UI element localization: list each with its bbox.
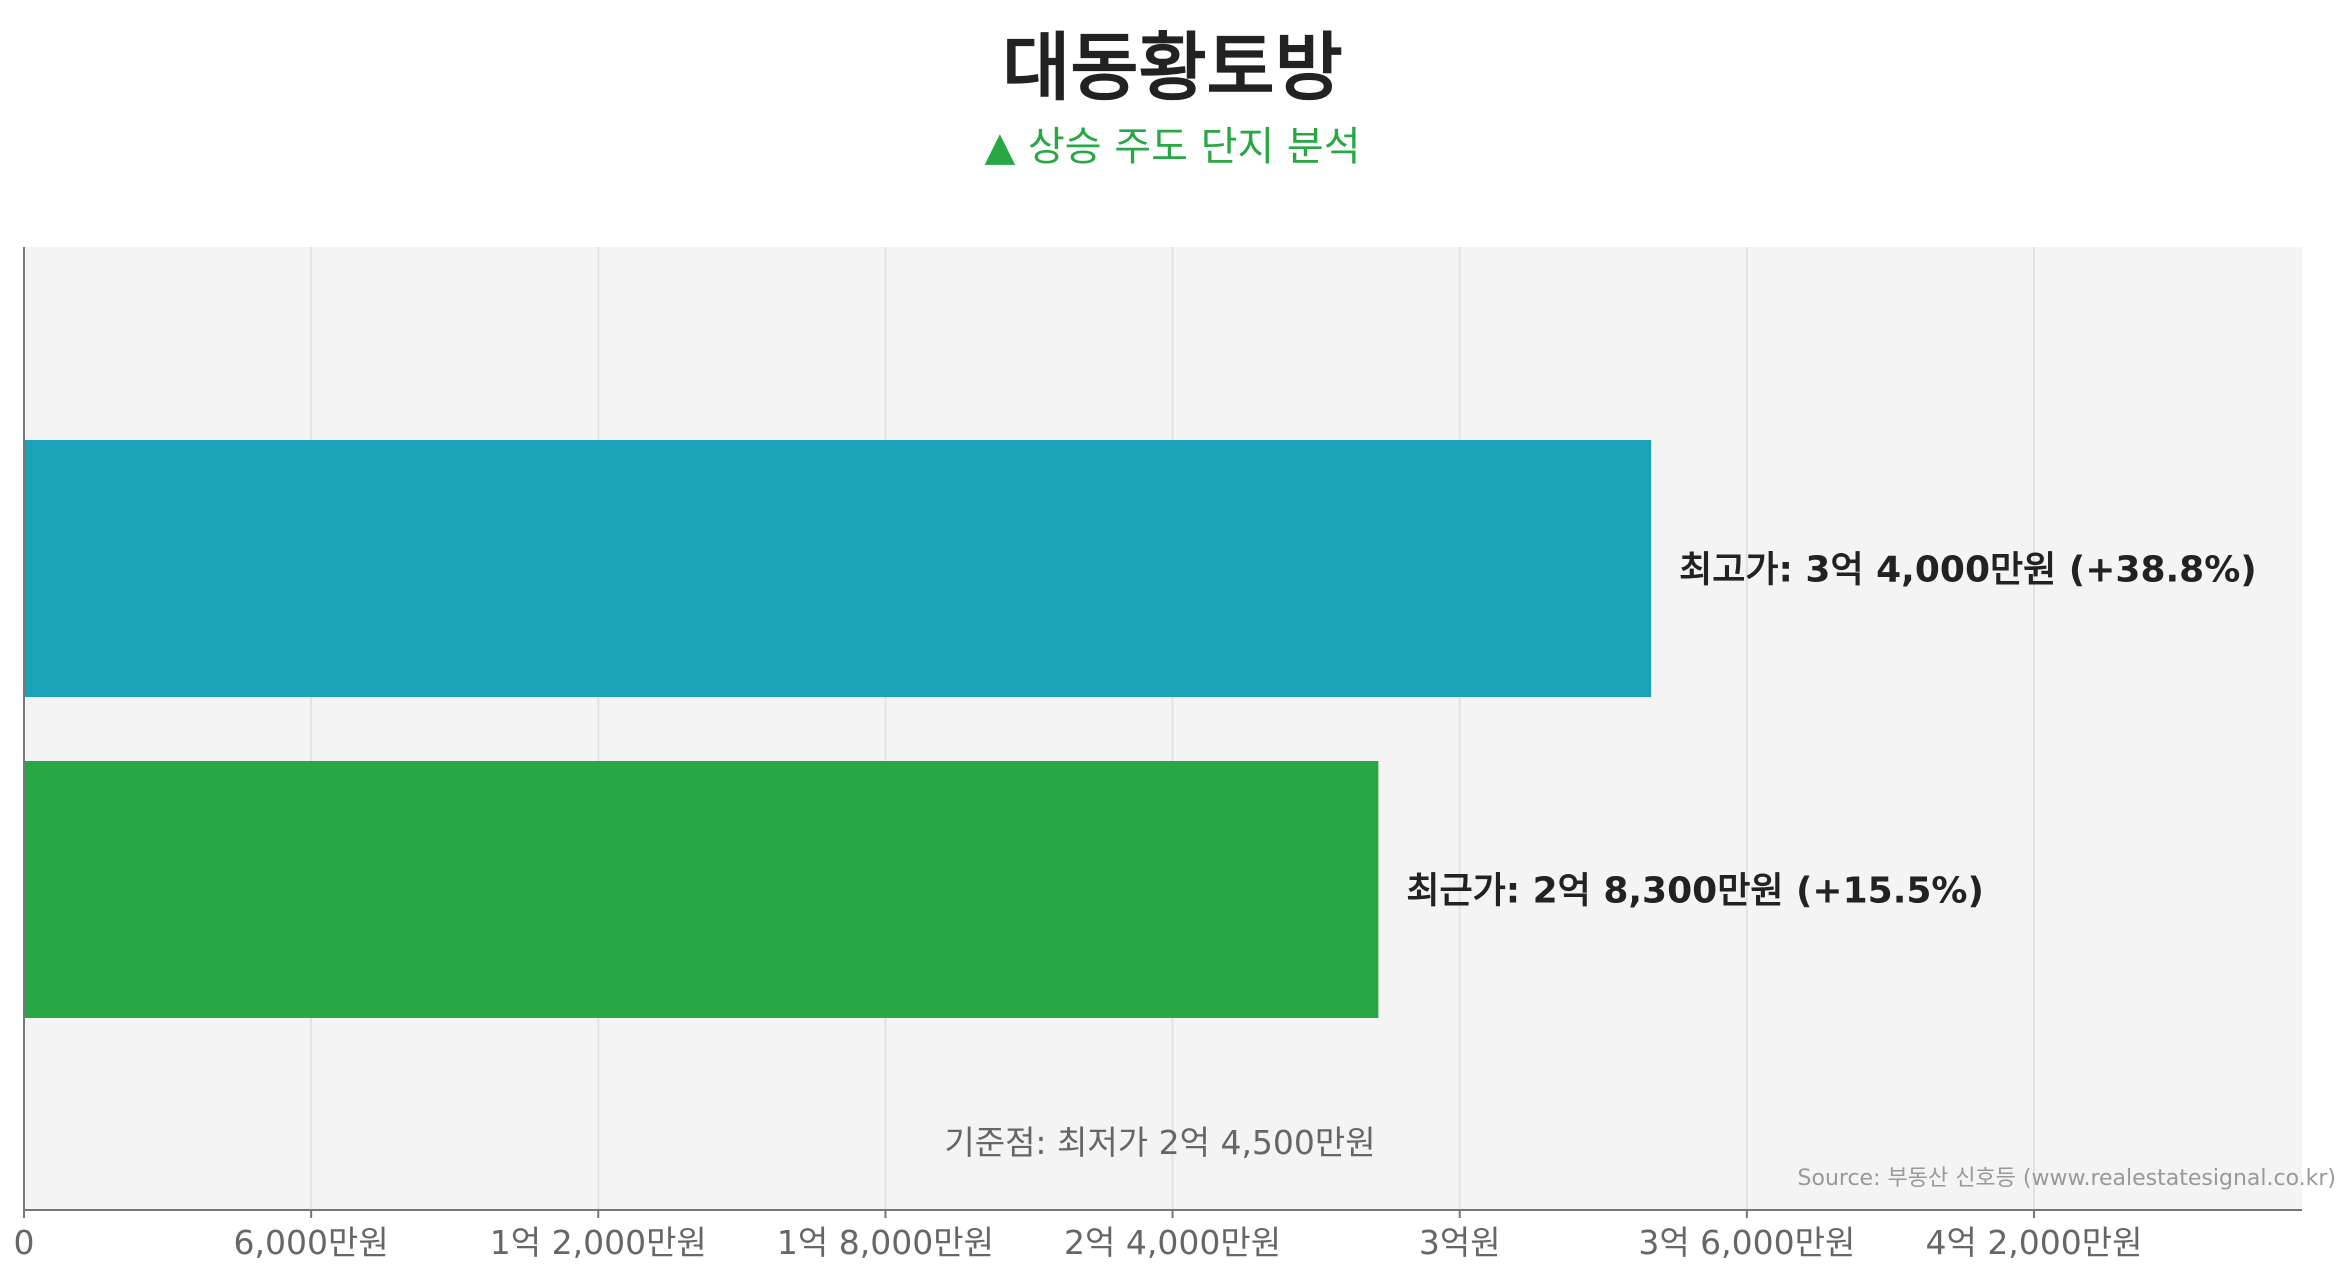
bar-label-recent: 최근가: 2억 8,300만원 (+15.5%) [1406, 871, 1984, 912]
x-tick-label: 4억 2,000만원 [1925, 1223, 2142, 1262]
bar-label-highest: 최고가: 3억 4,000만원 (+38.8%) [1679, 550, 2257, 591]
chart-title: 대동황토방 [1002, 25, 1343, 111]
x-tick-label: 0 [14, 1223, 35, 1262]
bar-labels: 최고가: 3억 4,000만원 (+38.8%) 최근가: 2억 8,300만원 … [1406, 550, 2256, 912]
baseline-note: 기준점: 최저가 2억 4,500만원 [944, 1123, 1375, 1162]
chart-subtitle: ▲ 상승 주도 단지 분석 [984, 124, 1361, 170]
axes [23, 247, 2302, 1211]
plot-background [24, 247, 2302, 1210]
x-tick-label: 1억 8,000만원 [777, 1223, 994, 1262]
x-tick-label: 3억 6,000만원 [1638, 1223, 1855, 1262]
x-tick-label: 2억 4,000만원 [1064, 1223, 1281, 1262]
bar-recent [24, 761, 1379, 1018]
bars [24, 440, 1652, 1018]
bar-highest [24, 440, 1652, 697]
grid-lines [310, 247, 2035, 1210]
x-tick-labels: 0 6,000만원 1억 2,000만원 1억 8,000만원 2억 4,000만원 3억… [14, 1210, 2143, 1262]
source-label: Source: 부동산 신호등 (www.realestatesignal.co… [1798, 1166, 2336, 1191]
x-tick-label: 1억 2,000만원 [490, 1223, 707, 1262]
x-tick-label: 6,000만원 [234, 1223, 389, 1262]
x-tick-label: 3억원 [1419, 1223, 1501, 1262]
